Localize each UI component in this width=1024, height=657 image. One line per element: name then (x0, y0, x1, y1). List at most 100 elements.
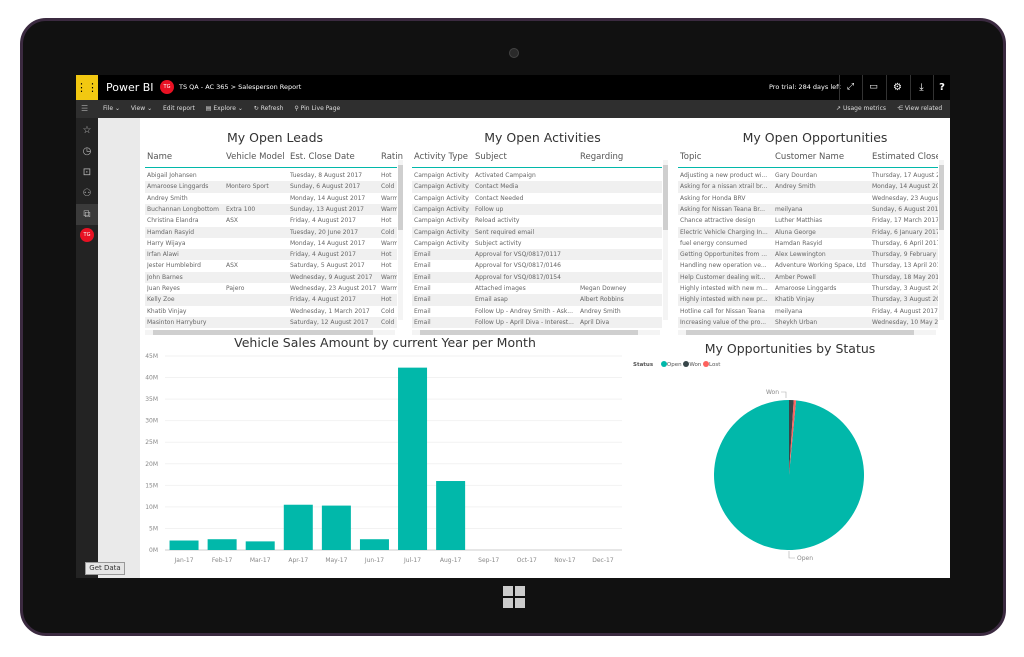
table-row[interactable]: Christina Elandra ASX Friday, 4 August 201… (145, 215, 397, 226)
table-row[interactable]: Help Customer dealing wit... Amber Powell… (678, 271, 938, 283)
column-header[interactable]: Topic (680, 152, 702, 162)
workspace-item[interactable]: TG (76, 225, 98, 246)
table-cell: Thursday, 17 August 2017 (872, 172, 938, 179)
legend-open[interactable]: Open (660, 361, 682, 368)
column-header[interactable]: Activity Type (414, 152, 469, 162)
trial-status[interactable]: Pro trial: 284 days left (769, 83, 841, 91)
table-row[interactable]: Email Attached images Megan Downey (412, 283, 662, 294)
recent-clock-icon[interactable]: ◷ (82, 146, 92, 157)
table-row[interactable]: Buchannan Longbottom Extra 100 Sunday, 13 … (145, 203, 397, 216)
table-row[interactable]: Email Follow Up - Andrey Smith - Ask... An… (412, 306, 662, 317)
fullscreen-icon[interactable]: ⤢ (839, 75, 861, 100)
table-row[interactable]: Irfan Alawi Friday, 4 August 2017 Hot (145, 249, 397, 261)
table-row[interactable]: Campaign Activity Sent required email (412, 226, 662, 238)
table-row[interactable]: Highly intested with new m... Amaroose Li… (678, 283, 938, 294)
horizontal-scrollbar[interactable] (678, 330, 936, 335)
bar-feb-17 (207, 539, 237, 550)
breadcrumb-workspace[interactable]: TS QA - AC 365 (179, 83, 229, 91)
edit-report-button[interactable]: Edit report (163, 105, 195, 112)
table-row[interactable]: Email Follow Up - April Diva - Interest..… (412, 316, 662, 329)
column-header[interactable]: Estimated Close (872, 152, 938, 162)
column-header[interactable]: Subject (475, 152, 507, 162)
table-row[interactable]: Campaign Activity Follow up (412, 203, 662, 216)
table-row[interactable]: Adjusting a new product wi... Gary Dourda… (678, 170, 938, 181)
apps-icon[interactable]: ⊡ (82, 167, 92, 178)
table-row[interactable]: Hamdan Rasyid Tuesday, 20 June 2017 Cold (145, 226, 397, 238)
table-row[interactable]: Electric Vehicle Charging In... Aluna Geo… (678, 226, 938, 238)
table-row[interactable]: Highly intested with new pr... Khatib Vin… (678, 294, 938, 306)
get-data-button[interactable]: Get Data (85, 562, 125, 575)
table-row[interactable]: Masinton Harrybury Saturday, 12 August 20… (145, 316, 397, 329)
view-related-button[interactable]: ⋲ View related (897, 100, 942, 118)
legend-won[interactable]: Won (683, 361, 701, 368)
hamburger-menu-icon[interactable]: ☰ (81, 104, 89, 113)
table-row[interactable]: Email Approval for VSQ/0817/0154 (412, 271, 662, 283)
table-row[interactable]: Asking for Honda BRV Wednesday, 23 August… (678, 193, 938, 204)
table-row[interactable]: Campaign Activity Subject activity (412, 238, 662, 249)
table-row[interactable]: Amaroose Linggards Montero Sport Sunday, 6… (145, 181, 397, 193)
table-row[interactable]: Juan Reyes Pajero Wednesday, 23 August 201… (145, 283, 397, 294)
column-header[interactable]: Regarding (580, 152, 624, 162)
table-row[interactable]: Abigail Johansen Tuesday, 8 August 2017 Ho… (145, 170, 397, 181)
refresh-button[interactable]: ↻ Refresh (254, 100, 284, 118)
pin-live-page-button[interactable]: ⚲ Pin Live Page (294, 100, 340, 118)
scroll-thumb[interactable] (398, 165, 403, 230)
table-row[interactable]: Email Approval for VSQ/0817/0117 (412, 249, 662, 261)
help-icon[interactable]: ? (933, 75, 950, 100)
breadcrumb-report[interactable]: Salesperson Report (238, 83, 302, 91)
app-launcher-icon[interactable]: ⋮⋮ (76, 75, 98, 100)
explore-menu[interactable]: ▤ Explore ⌄ (205, 105, 243, 112)
table-cell: Amber Powell (775, 273, 816, 281)
table-row[interactable]: Chance attractive design Luther Matthias F… (678, 215, 938, 226)
table-row[interactable]: Asking for Nissan Teana Br... meilyana Sun… (678, 203, 938, 216)
legend-lost[interactable]: Lost (703, 361, 720, 368)
table-row[interactable]: Campaign Activity Activated Campaign (412, 170, 662, 181)
table-row[interactable]: Increasing value of the pro... Sheykh Urb… (678, 316, 938, 329)
table-row[interactable]: Getting Opportunites from ... Alex Lewwin… (678, 249, 938, 261)
table-row[interactable]: Kelly Zoe Friday, 4 August 2017 Hot (145, 294, 397, 306)
table-row[interactable]: Hotline call for Nissan Teana meilyana Fri… (678, 306, 938, 317)
column-header[interactable]: Vehicle Model (226, 152, 285, 162)
x-tick-label: Nov-17 (554, 557, 576, 564)
windows-logo-icon[interactable] (503, 586, 525, 608)
usage-metrics-button[interactable]: ↗ Usage metrics (836, 100, 886, 118)
table-row[interactable]: Handling new operation ve... Adventure Wo… (678, 260, 938, 271)
table-row[interactable]: Campaign Activity Reload activity (412, 215, 662, 226)
table-row[interactable]: John Barnes Wednesday, 9 August 2017 Warm (145, 271, 397, 283)
comment-icon[interactable]: ▭ (862, 75, 884, 100)
table-row[interactable]: Asking for a nissan xtrail br... Andrey S… (678, 181, 938, 193)
table-row[interactable]: fuel energy consumed Hamdan Rasyid Thursda… (678, 238, 938, 249)
table-row[interactable]: Email Approval for VSQ/0817/0146 (412, 260, 662, 271)
scroll-thumb[interactable] (663, 165, 668, 230)
table-row[interactable]: Harry Wijaya Monday, 14 August 2017 Warm (145, 238, 397, 249)
scroll-thumb[interactable] (153, 330, 373, 335)
scroll-thumb[interactable] (939, 165, 944, 230)
table-row[interactable]: Andrey Smith Monday, 14 August 2017 Warm (145, 193, 397, 204)
column-header[interactable]: Customer Name (775, 152, 845, 162)
horizontal-scrollbar[interactable] (145, 330, 395, 335)
open-leader-line (788, 551, 795, 559)
horizontal-scrollbar[interactable] (412, 330, 660, 335)
settings-gear-icon[interactable]: ⚙ (886, 75, 908, 100)
column-header[interactable]: Rating (381, 152, 403, 162)
table-row[interactable]: Khatib Vinjay Wednesday, 1 March 2017 Cold (145, 306, 397, 317)
bar-mar-17 (245, 541, 275, 550)
favorites-star-icon[interactable]: ☆ (82, 125, 92, 136)
scroll-thumb[interactable] (420, 330, 638, 335)
table-row[interactable]: Campaign Activity Contact Media (412, 181, 662, 193)
workspaces-icon[interactable]: ⧉ (76, 204, 98, 225)
vertical-scrollbar[interactable] (939, 160, 944, 320)
scroll-thumb[interactable] (686, 330, 914, 335)
vertical-scrollbar[interactable] (398, 160, 403, 320)
table-row[interactable]: Jester Humblebird ASX Saturday, 5 August 2… (145, 260, 397, 271)
file-menu[interactable]: File ⌄ (103, 105, 120, 112)
table-row[interactable]: Email Email asap Albert Robbins (412, 294, 662, 306)
vertical-scrollbar[interactable] (663, 160, 668, 320)
view-menu[interactable]: View ⌄ (130, 105, 153, 112)
download-icon[interactable]: ⤓ (910, 75, 932, 100)
shared-with-me-icon[interactable]: ⚇ (82, 188, 92, 199)
table-row[interactable]: Campaign Activity Contact Needed (412, 193, 662, 204)
column-header[interactable]: Name (147, 152, 173, 162)
column-header[interactable]: Est. Close Date (290, 152, 355, 162)
x-tick-label: Jun-17 (364, 557, 384, 564)
